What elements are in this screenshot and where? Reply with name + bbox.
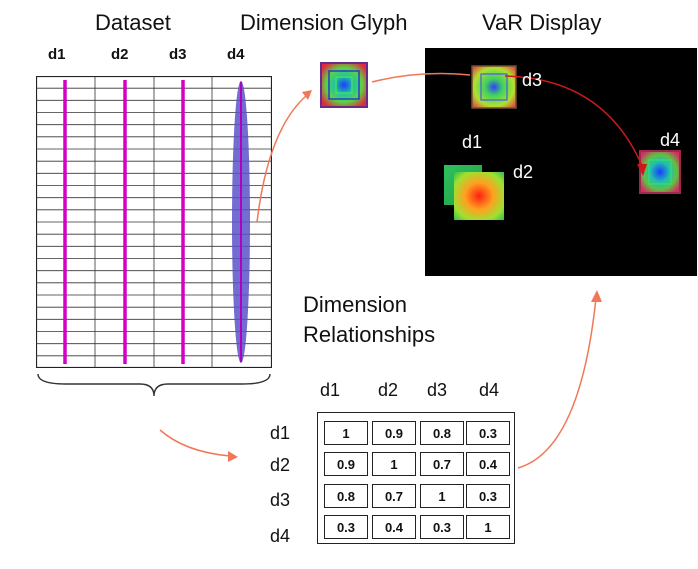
matrix-cell: 0.3 bbox=[466, 421, 510, 445]
matrix-col-header-d4: d4 bbox=[479, 380, 500, 400]
dimension-glyph-title: Dimension Glyph bbox=[240, 10, 408, 35]
relationship-matrix: 1 0.9 0.8 0.3 0.9 1 0.7 0.4 0.8 0.7 1 0.3 0.3 0.4 0.3 1 bbox=[317, 412, 515, 544]
var-display-title: VaR Display bbox=[482, 10, 602, 35]
matrix-cell: 1 bbox=[466, 515, 510, 539]
matrix-cell: 0.8 bbox=[420, 421, 464, 445]
dataset-table bbox=[36, 76, 272, 368]
relationships-title-line1: Dimension bbox=[303, 292, 407, 317]
matrix-cell: 0.9 bbox=[372, 421, 416, 445]
d3-glyph-icon bbox=[471, 65, 517, 109]
var-display-canvas bbox=[444, 65, 681, 220]
dataset-col-label-d2: d2 bbox=[111, 46, 129, 63]
matrix-cell: 1 bbox=[372, 452, 416, 476]
matrix-to-var-arrowhead bbox=[591, 290, 602, 302]
matrix-cell: 0.9 bbox=[324, 452, 368, 476]
var-movement-arrow bbox=[504, 75, 644, 169]
dimension-glyph-icon bbox=[320, 62, 368, 108]
matrix-cell: 1 bbox=[420, 484, 464, 508]
dataset-column-dividers bbox=[94, 76, 213, 368]
matrix-cell: 0.4 bbox=[466, 452, 510, 476]
dataset-title: Dataset bbox=[95, 10, 171, 35]
var-label-d3: d3 bbox=[522, 70, 543, 90]
dataset-col-label-d3: d3 bbox=[169, 46, 187, 63]
matrix-cell: 0.8 bbox=[324, 484, 368, 508]
var-label-d1: d1 bbox=[462, 132, 483, 152]
d2-glyph-icon bbox=[454, 172, 504, 220]
var-display-panel: d3 d1 d2 d4 bbox=[425, 48, 697, 276]
dataset-to-matrix-arrow bbox=[159, 429, 231, 457]
relationships-title-line2: Relationships bbox=[303, 322, 436, 347]
var-movement-arrowhead bbox=[637, 164, 647, 176]
dataset-to-glyph-arrowhead bbox=[302, 90, 312, 100]
matrix-cell: 0.4 bbox=[372, 515, 416, 539]
matrix-cell: 0.3 bbox=[466, 484, 510, 508]
matrix-col-header-d2: d2 bbox=[378, 380, 399, 400]
matrix-cell: 1 bbox=[324, 421, 368, 445]
dataset-col-label-d4: d4 bbox=[227, 46, 245, 63]
dataset-col-label-d1: d1 bbox=[48, 46, 66, 63]
dataset-to-matrix-arrowhead bbox=[228, 451, 238, 462]
matrix-to-var-arrow bbox=[517, 297, 597, 469]
matrix-row-header-d2: d2 bbox=[270, 455, 291, 475]
dataset-brace bbox=[37, 373, 271, 397]
matrix-cell: 0.3 bbox=[324, 515, 368, 539]
matrix-cell: 0.7 bbox=[372, 484, 416, 508]
matrix-col-header-d1: d1 bbox=[320, 380, 341, 400]
d4-glyph-icon bbox=[639, 150, 681, 194]
var-label-d2: d2 bbox=[513, 162, 534, 182]
matrix-cell: 0.7 bbox=[420, 452, 464, 476]
matrix-cell: 0.3 bbox=[420, 515, 464, 539]
var-label-d4: d4 bbox=[660, 130, 681, 150]
matrix-row-header-d1: d1 bbox=[270, 423, 291, 443]
matrix-col-header-d3: d3 bbox=[427, 380, 448, 400]
matrix-row-header-d4: d4 bbox=[270, 526, 291, 546]
matrix-row-header-d3: d3 bbox=[270, 490, 291, 510]
